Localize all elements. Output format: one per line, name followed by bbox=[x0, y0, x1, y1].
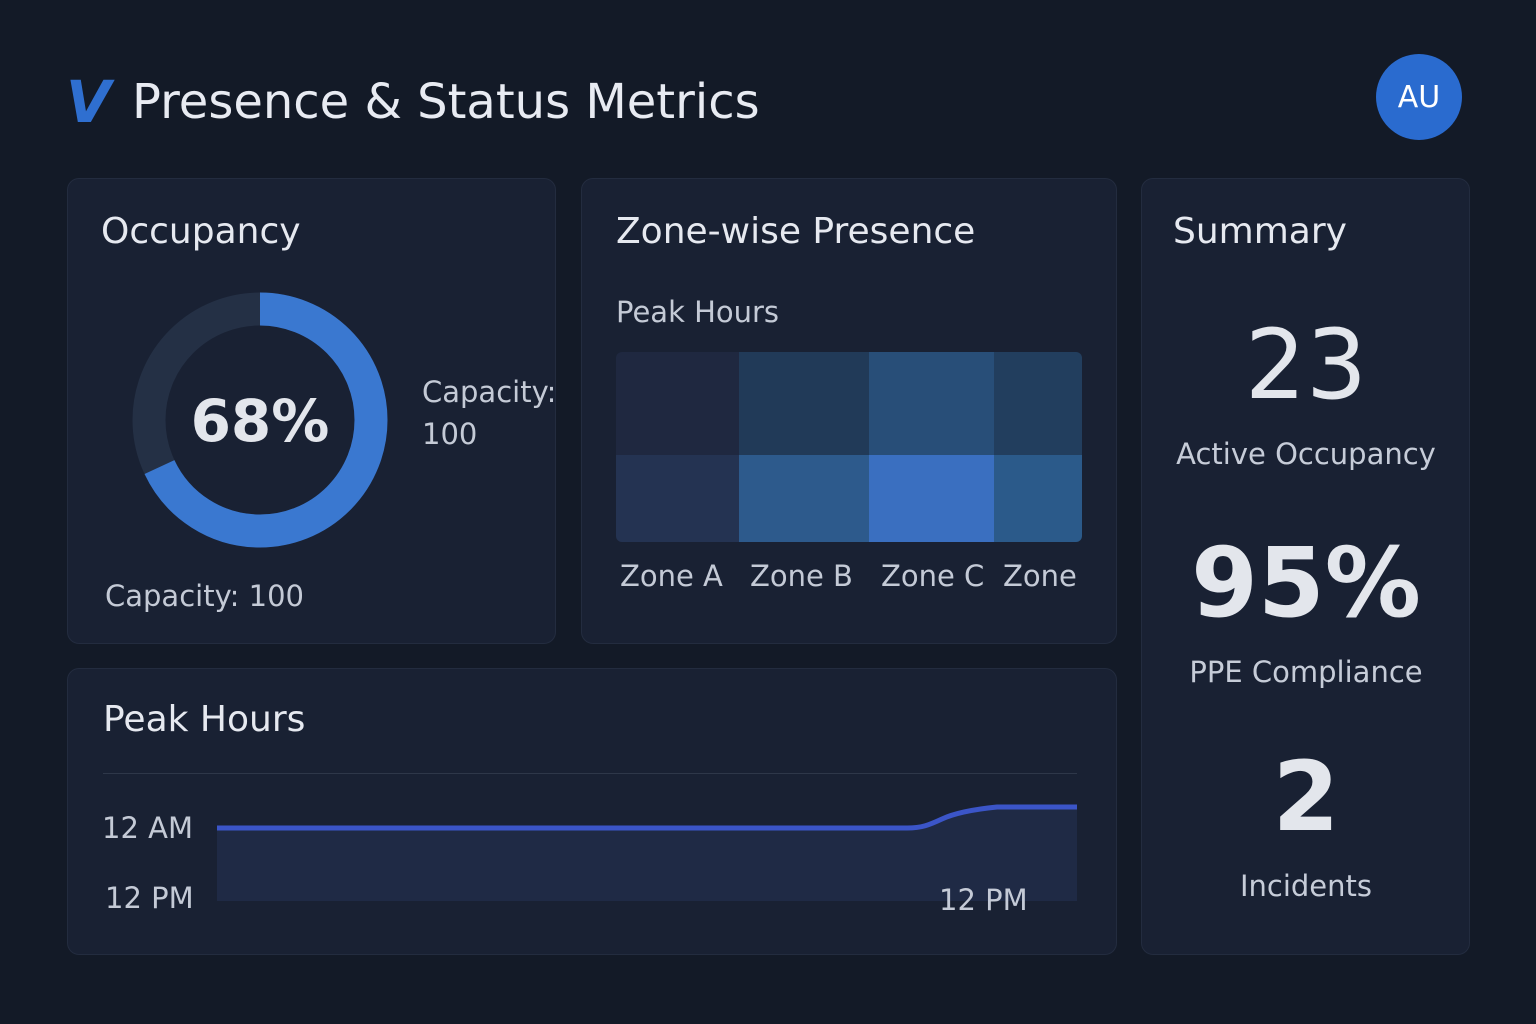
heatmap-cell bbox=[869, 352, 994, 455]
zone-presence-card: Zone-wise Presence Peak Hours Zone A Zon… bbox=[581, 178, 1117, 644]
heatmap-cell bbox=[994, 352, 1082, 455]
zone-label-b: Zone B bbox=[750, 559, 853, 593]
heatmap-cell bbox=[616, 352, 739, 455]
heatmap-cell bbox=[616, 455, 739, 542]
y-label-12pm: 12 PM bbox=[105, 881, 194, 915]
heatmap-cell bbox=[739, 352, 869, 455]
ppe-compliance-label: PPE Compliance bbox=[1189, 655, 1423, 689]
occupancy-percent: 68% bbox=[190, 387, 330, 455]
page-title: Presence & Status Metrics bbox=[132, 74, 760, 130]
summary-card: Summary 23 Active Occupancy 95% PPE Comp… bbox=[1141, 178, 1470, 955]
zone-title: Zone-wise Presence bbox=[616, 211, 976, 252]
zone-heatmap bbox=[616, 352, 1082, 542]
zone-label-a: Zone A bbox=[620, 559, 723, 593]
peak-hours-card: Peak Hours 12 AM 12 PM 12 PM bbox=[67, 668, 1117, 955]
logo: V bbox=[66, 68, 111, 136]
peak-line-chart bbox=[217, 804, 1077, 901]
occupancy-title: Occupancy bbox=[101, 211, 301, 252]
donut-fill bbox=[132, 292, 388, 548]
incidents-label: Incidents bbox=[1239, 869, 1373, 903]
zone-label-c: Zone C bbox=[881, 559, 985, 593]
occupancy-donut bbox=[132, 292, 388, 548]
capacity-footer: Capacity: 100 bbox=[105, 579, 304, 613]
heatmap-cell bbox=[994, 455, 1082, 542]
y-label-12am: 12 AM bbox=[102, 811, 193, 845]
peak-line bbox=[217, 804, 1077, 831]
zone-subtitle: Peak Hours bbox=[616, 295, 780, 329]
divider bbox=[103, 773, 1077, 774]
zone-label-d: Zone bbox=[1003, 559, 1077, 593]
occupancy-card: Occupancy 68% Capacity: 100 Capacity: 10… bbox=[67, 178, 556, 644]
incidents-value: 2 bbox=[1272, 741, 1340, 853]
active-occupancy-label: Active Occupancy bbox=[1176, 437, 1436, 471]
peak-title: Peak Hours bbox=[103, 699, 306, 740]
capacity-label: Capacity: bbox=[422, 375, 557, 409]
capacity-value: 100 bbox=[422, 417, 478, 451]
x-label-12pm: 12 PM bbox=[939, 883, 1028, 917]
heatmap-cell bbox=[869, 455, 994, 542]
heatmap-cell bbox=[739, 455, 869, 542]
ppe-compliance-value: 95% bbox=[1191, 527, 1421, 639]
summary-title: Summary bbox=[1173, 211, 1347, 252]
avatar[interactable]: AU bbox=[1376, 54, 1462, 140]
active-occupancy-value: 23 bbox=[1244, 309, 1368, 421]
